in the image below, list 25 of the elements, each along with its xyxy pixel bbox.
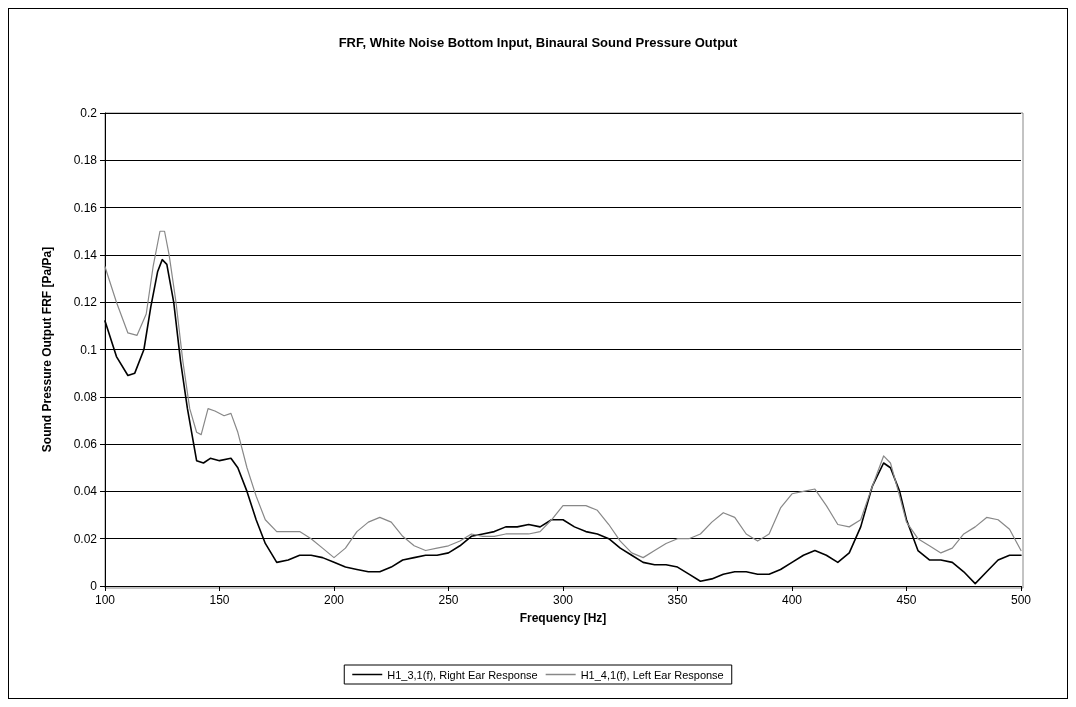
legend-label: H1_4,1(f), Left Ear Response (580, 668, 724, 681)
y-tick-label: 0.04 (73, 484, 98, 499)
y-tick-label: 0.08 (73, 389, 98, 404)
chart-title: FRF, White Noise Bottom Input, Binaural Sound Pressure Output (338, 35, 739, 50)
x-tick-label: 100 (94, 593, 116, 607)
x-tick-label: 300 (552, 593, 574, 607)
x-tick-label: 400 (781, 593, 803, 607)
y-tick-label: 0.12 (73, 295, 98, 310)
x-tick-label: 450 (896, 593, 917, 607)
y-tick-label: 0.18 (73, 153, 98, 168)
y-tick-label: 0 (90, 579, 98, 593)
x-tick-label: 250 (438, 593, 459, 607)
y-tick-label: 0.2 (80, 106, 98, 120)
y-axis-title: Sound Pressure Output FRF [Pa/Pa] (40, 246, 54, 453)
y-tick-label: 0.1 (80, 342, 98, 357)
x-tick-label: 150 (209, 593, 230, 607)
y-tick-label: 0.02 (73, 531, 98, 546)
y-tick-label: 0.16 (73, 200, 98, 215)
y-tick-label: 0.14 (73, 247, 98, 262)
x-tick-label: 200 (323, 593, 345, 607)
x-axis-title: Frequency [Hz] (519, 611, 607, 625)
x-tick-label: 500 (1010, 593, 1032, 607)
x-tick-label: 350 (667, 593, 688, 607)
legend-label: H1_3,1(f), Right Ear Response (387, 668, 538, 681)
y-tick-label: 0.06 (73, 437, 98, 452)
